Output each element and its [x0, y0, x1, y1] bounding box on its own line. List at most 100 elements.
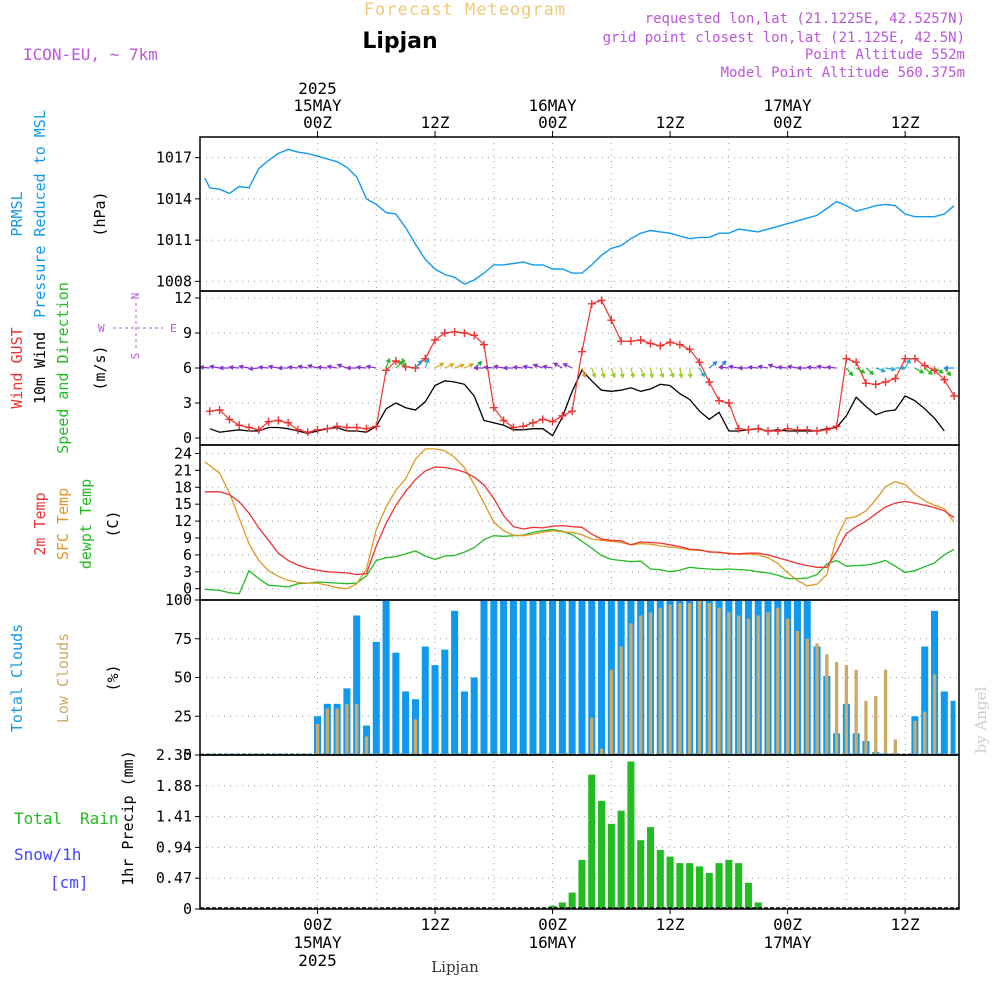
gust-marker	[832, 422, 841, 431]
gust-marker	[450, 327, 459, 336]
gust-marker	[568, 407, 577, 416]
wind-arrowhead	[552, 362, 559, 368]
total-cloud-bar	[441, 649, 449, 755]
gust-marker	[842, 354, 851, 363]
gust-marker	[754, 424, 763, 433]
wind-arrowhead	[562, 363, 568, 368]
y-tick-label: 25	[174, 707, 192, 725]
cloud-unit-label: (%)	[104, 664, 122, 691]
gust-marker	[225, 415, 234, 424]
panel-frame-pressure	[199, 136, 960, 292]
wind-arrowhead	[218, 365, 224, 371]
gust-marker	[352, 423, 361, 432]
low-cloud-bar	[766, 612, 770, 755]
rain-bar	[715, 863, 723, 909]
wind-arrowhead	[600, 373, 606, 379]
total-cloud-bar	[529, 600, 537, 755]
wind-arrowhead	[860, 368, 866, 374]
gust-marker	[577, 347, 586, 356]
wind-arrowhead	[365, 364, 371, 370]
wind-arrowhead	[439, 362, 445, 368]
rain-bar	[666, 856, 674, 909]
wind-arrowhead	[355, 364, 361, 371]
low-cloud-bar	[854, 669, 858, 755]
gust-marker	[715, 396, 724, 405]
gust-marker	[724, 399, 733, 407]
wind-arrowhead	[502, 365, 508, 371]
low-cloud-bar	[364, 736, 369, 755]
y-tick-label: 1011	[156, 231, 192, 249]
wind-arrowhead	[712, 361, 718, 367]
low-cloud-bar	[345, 703, 349, 755]
y-tick-label: 21	[174, 461, 192, 479]
low-cloud-bar	[413, 719, 418, 755]
y-tick-label: 24	[174, 444, 192, 462]
total-cloud-bar	[382, 600, 390, 755]
low-cloud-bar	[335, 708, 339, 755]
gust-marker	[274, 416, 283, 425]
station-title: Lipjan	[362, 29, 437, 54]
gust-marker	[930, 366, 939, 375]
wind-arrowhead	[880, 367, 886, 373]
low-cloud-bar	[355, 703, 359, 755]
gust-marker	[509, 423, 518, 432]
gust-marker	[764, 427, 773, 435]
y-tick-label: 1014	[156, 190, 192, 208]
gust-marker	[822, 425, 831, 434]
rain-bar	[754, 902, 762, 909]
t2m-label: 2m Temp	[31, 492, 49, 555]
wind-arrowhead	[199, 364, 204, 371]
y-tick-label: 3	[183, 394, 192, 412]
wind-arrowhead	[891, 366, 897, 372]
low-cloud-bar	[727, 612, 731, 755]
low-cloud-bar	[325, 708, 329, 755]
low-cloud-bar	[932, 674, 937, 755]
total-cloud-bar	[568, 600, 576, 755]
low-cloud-bar	[785, 618, 790, 755]
top-time-label: 12Z	[891, 113, 920, 132]
panel-frame-temp	[199, 444, 960, 601]
rain-bar	[744, 882, 752, 909]
pressure-line	[204, 148, 955, 285]
gust-marker	[656, 341, 665, 350]
snow-label: Snow/1h	[14, 845, 81, 864]
rain-bar	[705, 872, 713, 909]
wind-arrowhead	[316, 364, 322, 371]
wind-arrowhead	[721, 360, 727, 366]
rain-bar	[686, 863, 694, 909]
total-cloud-bar	[451, 610, 459, 755]
y-tick-label: 50	[174, 669, 192, 687]
total-cloud-bar	[940, 691, 948, 755]
bottom-time-label: 00Z	[303, 915, 332, 934]
gust-marker	[597, 296, 606, 305]
gust-marker	[303, 428, 312, 437]
wind-unit-label: (m/s)	[91, 345, 109, 390]
wind-arrowhead	[512, 364, 518, 371]
rain-bar	[627, 761, 635, 909]
total-cloud-bar	[539, 600, 547, 755]
low-cloud-bar	[315, 724, 320, 755]
total-cloud-bar	[950, 700, 956, 755]
rain-bar	[735, 863, 743, 909]
wind-arrowhead	[336, 363, 343, 369]
total-cloud-bar	[578, 600, 586, 755]
gust-marker	[235, 421, 244, 430]
wind-arrowhead	[208, 364, 215, 370]
wind-arrowhead	[492, 364, 499, 370]
gust-marker	[783, 424, 792, 433]
wind-arrowhead	[649, 373, 655, 379]
wind-arrowhead	[238, 364, 244, 370]
gust-marker	[538, 415, 547, 424]
rain-bar	[558, 902, 566, 909]
rain-bar	[646, 827, 655, 909]
low-cloud-bar	[629, 623, 633, 755]
low-cloud-bar	[697, 600, 702, 755]
wind-arrowhead	[848, 370, 854, 377]
y-tick-label: 6	[183, 359, 192, 377]
wind-arrowhead	[267, 364, 273, 370]
low-cloud-bar	[844, 665, 849, 755]
wind-10m-label: 10m Wind	[31, 332, 49, 404]
gust-marker	[215, 406, 224, 414]
gust-marker	[626, 337, 635, 346]
